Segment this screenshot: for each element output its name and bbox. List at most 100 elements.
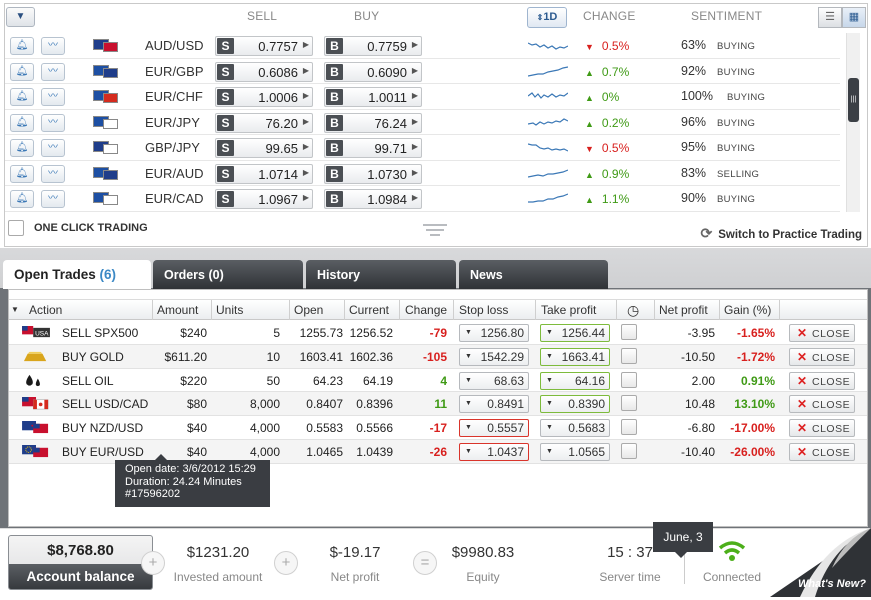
chart-button[interactable]: 〰 <box>41 37 65 55</box>
trade-checkbox[interactable] <box>621 395 637 412</box>
col-change[interactable]: Change <box>405 303 448 317</box>
trade-row[interactable]: BUY GOLD $611.20 10 1603.41 1602.36 -105… <box>9 344 867 369</box>
trade-row[interactable]: USA SELL SPX500 $240 5 1255.73 1256.52 -… <box>9 321 867 345</box>
trade-checkbox[interactable] <box>621 419 637 436</box>
take-profit-input[interactable]: ▼ 1.0565 <box>540 443 610 461</box>
trade-row[interactable]: SELL OIL $220 50 64.23 64.19 4 ▼ 68.63 ▼ 6… <box>9 369 867 393</box>
rate-row[interactable]: 🔔︎ 〰 EUR/GBP S 0.6086 ▶ B 0.6090 ▶ ▲ 0.7%… <box>5 59 840 84</box>
rate-row[interactable]: 🔔︎ 〰 GBP/JPY S 99.65 ▶ B 99.71 ▶ ▼ 0.5% 9… <box>5 135 840 161</box>
grid-view-button[interactable]: ▦ <box>842 7 866 28</box>
sell-price-button[interactable]: S 76.20 ▶ <box>215 112 313 133</box>
close-trade-button[interactable]: ✕ CLOSE <box>789 371 855 390</box>
one-click-checkbox[interactable] <box>8 220 24 236</box>
trade-row[interactable]: BUY NZD/USD $40 4,000 0.5583 0.5566 -17 … <box>9 416 867 440</box>
take-profit-input[interactable]: ▼ 1256.44 <box>540 324 610 342</box>
scrollbar-thumb[interactable]: ||| <box>848 78 859 122</box>
change-value: ▲ 0.7% <box>585 65 629 79</box>
change-percent: 1.1% <box>601 192 630 206</box>
trade-checkbox[interactable] <box>621 324 637 340</box>
trade-checkbox[interactable] <box>621 371 637 388</box>
alert-bell-button[interactable]: 🔔︎ <box>10 88 34 106</box>
trade-row[interactable]: BUY EUR/USD $40 4,000 1.0465 1.0439 -26 … <box>9 440 867 464</box>
switch-practice-link[interactable]: ⟳ Switch to Practice Trading <box>700 225 862 242</box>
chevron-down-icon: ▼ <box>465 329 472 336</box>
tab-orders[interactable]: Orders (0) <box>153 260 303 289</box>
col-stop-loss[interactable]: Stop loss <box>459 303 509 317</box>
close-label: CLOSE <box>812 375 851 388</box>
close-trade-button[interactable]: ✕ CLOSE <box>789 443 855 461</box>
alert-bell-button[interactable]: 🔔︎ <box>10 62 34 81</box>
rate-row[interactable]: 🔔︎ 〰 AUD/USD S 0.7757 ▶ B 0.7759 ▶ ▼ 0.5%… <box>5 33 840 59</box>
close-trade-button[interactable]: ✕ CLOSE <box>789 324 855 342</box>
close-trade-button[interactable]: ✕ CLOSE <box>789 395 855 414</box>
chart-button[interactable]: 〰 <box>41 139 65 157</box>
sell-price-button[interactable]: S 1.0967 ▶ <box>215 189 313 209</box>
sort-icon[interactable]: ▼ <box>11 305 19 314</box>
stop-loss-input[interactable]: ▼ 1.0437 <box>459 443 529 461</box>
rate-row[interactable]: 🔔︎ 〰 EUR/CAD S 1.0967 ▶ B 1.0984 ▶ ▲ 1.1%… <box>5 186 840 212</box>
rate-row[interactable]: 🔔︎ 〰 EUR/CHF S 1.0006 ▶ B 1.0011 ▶ ▲ 0% 1… <box>5 84 840 110</box>
col-amount[interactable]: Amount <box>157 303 199 317</box>
stop-loss-input[interactable]: ▼ 68.63 <box>459 371 529 390</box>
account-balance-box[interactable]: $8,768.80 Account balance <box>8 535 153 590</box>
stop-loss-input[interactable]: ▼ 0.8491 <box>459 395 529 414</box>
rate-row[interactable]: 🔔︎ 〰 EUR/JPY S 76.20 ▶ B 76.24 ▶ ▲ 0.2% 9… <box>5 110 840 135</box>
col-take-profit[interactable]: Take profit <box>541 303 597 317</box>
tab-news[interactable]: News <box>459 260 608 289</box>
stop-loss-input[interactable]: ▼ 1256.80 <box>459 324 529 342</box>
chart-button[interactable]: 〰 <box>41 62 65 81</box>
col-units[interactable]: Units <box>216 303 244 317</box>
buy-price: 1.0984 <box>367 192 407 207</box>
alert-bell-button[interactable]: 🔔︎ <box>10 37 34 55</box>
take-profit-input[interactable]: ▼ 0.5683 <box>540 419 610 438</box>
list-view-button[interactable]: ☰ <box>818 7 842 28</box>
close-trade-button[interactable]: ✕ CLOSE <box>789 419 855 438</box>
take-profit-input[interactable]: ▼ 1663.41 <box>540 347 610 366</box>
trade-row[interactable]: SELL USD/CAD $80 8,000 0.8407 0.8396 11 … <box>9 392 867 417</box>
filter-button[interactable]: ▼ <box>6 7 35 27</box>
rates-scrollbar[interactable] <box>846 33 860 212</box>
close-trade-button[interactable]: ✕ CLOSE <box>789 347 855 366</box>
resize-grip-icon[interactable] <box>422 224 448 236</box>
tab-history[interactable]: History <box>306 260 456 289</box>
sell-price-button[interactable]: S 0.6086 ▶ <box>215 61 313 82</box>
buy-price-button[interactable]: B 1.0730 ▶ <box>324 163 422 184</box>
col-action[interactable]: Action <box>29 303 63 317</box>
chart-button[interactable]: 〰 <box>41 113 65 132</box>
chart-button[interactable]: 〰 <box>41 190 65 208</box>
trade-checkbox[interactable] <box>621 347 637 364</box>
chart-button[interactable]: 〰 <box>41 88 65 106</box>
tab-open-trades[interactable]: Open Trades (6) <box>3 260 151 289</box>
buy-price-button[interactable]: B 99.71 ▶ <box>324 138 422 158</box>
rate-row[interactable]: 🔔︎ 〰 EUR/AUD S 1.0714 ▶ B 1.0730 ▶ ▲ 0.9%… <box>5 161 840 186</box>
buy-price: 99.71 <box>374 141 407 156</box>
whats-new-corner[interactable]: What's New? <box>770 528 871 597</box>
sell-price-button[interactable]: S 0.7757 ▶ <box>215 36 313 56</box>
buy-price-button[interactable]: B 1.0011 ▶ <box>324 87 422 107</box>
alert-bell-button[interactable]: 🔔︎ <box>10 139 34 157</box>
col-net-profit[interactable]: Net profit <box>659 303 708 317</box>
alert-bell-button[interactable]: 🔔︎ <box>10 190 34 208</box>
col-current[interactable]: Current <box>349 303 390 317</box>
col-open[interactable]: Open <box>294 303 324 317</box>
timeframe-select[interactable]: ⇕1D <box>527 7 567 28</box>
chart-button[interactable]: 〰 <box>41 164 65 183</box>
buy-price-button[interactable]: B 76.24 ▶ <box>324 112 422 133</box>
trade-checkbox[interactable] <box>621 443 637 459</box>
take-profit-input[interactable]: ▼ 64.16 <box>540 371 610 390</box>
stop-loss-input[interactable]: ▼ 0.5557 <box>459 419 529 438</box>
buy-price-button[interactable]: B 1.0984 ▶ <box>324 189 422 209</box>
trade-gain: -1.72% <box>736 349 775 364</box>
take-profit-input[interactable]: ▼ 0.8390 <box>540 395 610 414</box>
sell-price-button[interactable]: S 1.0714 ▶ <box>215 163 313 184</box>
sell-price-button[interactable]: S 1.0006 ▶ <box>215 87 313 107</box>
alert-bell-button[interactable]: 🔔︎ <box>10 113 34 132</box>
change-percent: 0.7% <box>601 64 630 79</box>
alert-bell-button[interactable]: 🔔︎ <box>10 164 34 183</box>
trade-current: 1602.36 <box>349 349 393 364</box>
buy-price-button[interactable]: B 0.6090 ▶ <box>324 61 422 82</box>
sell-price-button[interactable]: S 99.65 ▶ <box>215 138 313 158</box>
buy-price-button[interactable]: B 0.7759 ▶ <box>324 36 422 56</box>
col-gain[interactable]: Gain (%) <box>724 303 772 317</box>
stop-loss-input[interactable]: ▼ 1542.29 <box>459 347 529 366</box>
